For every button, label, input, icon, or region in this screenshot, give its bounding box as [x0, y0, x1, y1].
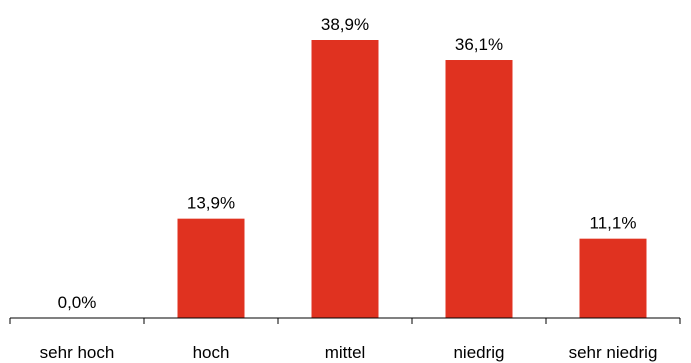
value-label-0: 0,0%	[58, 293, 97, 312]
category-label-0: sehr hoch	[40, 343, 115, 362]
bar-3	[445, 60, 513, 318]
bar-2	[311, 40, 379, 318]
category-label-1: hoch	[193, 343, 230, 362]
value-labels-group: 0,0% 13,9% 38,9% 36,1% 11,1%	[58, 15, 637, 312]
category-label-4: sehr niedrig	[569, 343, 658, 362]
category-label-3: niedrig	[453, 343, 504, 362]
bar-4	[579, 238, 647, 318]
value-label-1: 13,9%	[187, 194, 235, 213]
category-label-2: mittel	[325, 343, 366, 362]
value-label-3: 36,1%	[455, 35, 503, 54]
x-axis-ticks-group	[9, 318, 681, 324]
x-axis-tick-labels-group: sehr hoch hoch mittel niedrig sehr niedrig	[40, 343, 658, 362]
value-label-4: 11,1%	[590, 214, 637, 233]
bar-1	[177, 218, 245, 318]
value-label-2: 38,9%	[321, 15, 369, 34]
bars-group	[177, 40, 647, 318]
